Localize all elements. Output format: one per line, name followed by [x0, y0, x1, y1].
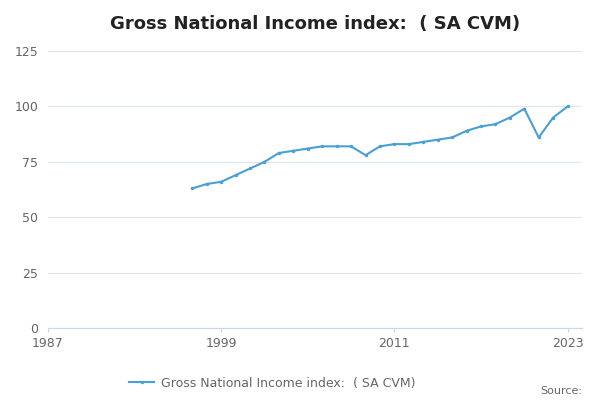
Gross National Income index:  ( SA CVM): (2e+03, 66): ( SA CVM): (2e+03, 66)	[218, 179, 225, 184]
Gross National Income index:  ( SA CVM): (2.02e+03, 86): ( SA CVM): (2.02e+03, 86)	[449, 135, 456, 140]
Gross National Income index:  ( SA CVM): (2.01e+03, 78): ( SA CVM): (2.01e+03, 78)	[362, 153, 369, 158]
Gross National Income index:  ( SA CVM): (2.02e+03, 91): ( SA CVM): (2.02e+03, 91)	[478, 124, 485, 129]
Gross National Income index:  ( SA CVM): (2.02e+03, 89): ( SA CVM): (2.02e+03, 89)	[463, 128, 470, 133]
Gross National Income index:  ( SA CVM): (2e+03, 81): ( SA CVM): (2e+03, 81)	[304, 146, 311, 151]
Gross National Income index:  ( SA CVM): (2.01e+03, 83): ( SA CVM): (2.01e+03, 83)	[405, 142, 412, 146]
Legend: Gross National Income index:  ( SA CVM): Gross National Income index: ( SA CVM)	[124, 372, 420, 395]
Gross National Income index:  ( SA CVM): (2.01e+03, 82): ( SA CVM): (2.01e+03, 82)	[333, 144, 340, 149]
Gross National Income index:  ( SA CVM): (2.02e+03, 95): ( SA CVM): (2.02e+03, 95)	[550, 115, 557, 120]
Gross National Income index:  ( SA CVM): (2.01e+03, 82): ( SA CVM): (2.01e+03, 82)	[319, 144, 326, 149]
Gross National Income index:  ( SA CVM): (2e+03, 69): ( SA CVM): (2e+03, 69)	[232, 173, 239, 178]
Line: Gross National Income index:  ( SA CVM): Gross National Income index: ( SA CVM)	[191, 105, 569, 190]
Gross National Income index:  ( SA CVM): (2e+03, 65): ( SA CVM): (2e+03, 65)	[203, 182, 211, 186]
Gross National Income index:  ( SA CVM): (2e+03, 80): ( SA CVM): (2e+03, 80)	[290, 148, 297, 153]
Gross National Income index:  ( SA CVM): (2.01e+03, 82): ( SA CVM): (2.01e+03, 82)	[376, 144, 383, 149]
Gross National Income index:  ( SA CVM): (2.01e+03, 85): ( SA CVM): (2.01e+03, 85)	[434, 137, 441, 142]
Text: Source:: Source:	[540, 386, 582, 396]
Gross National Income index:  ( SA CVM): (2.01e+03, 84): ( SA CVM): (2.01e+03, 84)	[419, 140, 427, 144]
Gross National Income index:  ( SA CVM): (2.02e+03, 92): ( SA CVM): (2.02e+03, 92)	[492, 122, 499, 126]
Gross National Income index:  ( SA CVM): (2e+03, 75): ( SA CVM): (2e+03, 75)	[261, 160, 268, 164]
Gross National Income index:  ( SA CVM): (2.02e+03, 100): ( SA CVM): (2.02e+03, 100)	[564, 104, 571, 109]
Gross National Income index:  ( SA CVM): (2.02e+03, 86): ( SA CVM): (2.02e+03, 86)	[535, 135, 542, 140]
Gross National Income index:  ( SA CVM): (2e+03, 79): ( SA CVM): (2e+03, 79)	[275, 150, 283, 155]
Gross National Income index:  ( SA CVM): (2e+03, 63): ( SA CVM): (2e+03, 63)	[189, 186, 196, 191]
Title: Gross National Income index:  ( SA CVM): Gross National Income index: ( SA CVM)	[110, 15, 520, 33]
Gross National Income index:  ( SA CVM): (2.02e+03, 99): ( SA CVM): (2.02e+03, 99)	[521, 106, 528, 111]
Gross National Income index:  ( SA CVM): (2e+03, 72): ( SA CVM): (2e+03, 72)	[247, 166, 254, 171]
Gross National Income index:  ( SA CVM): (2.01e+03, 83): ( SA CVM): (2.01e+03, 83)	[391, 142, 398, 146]
Gross National Income index:  ( SA CVM): (2.02e+03, 95): ( SA CVM): (2.02e+03, 95)	[506, 115, 514, 120]
Gross National Income index:  ( SA CVM): (2.01e+03, 82): ( SA CVM): (2.01e+03, 82)	[347, 144, 355, 149]
